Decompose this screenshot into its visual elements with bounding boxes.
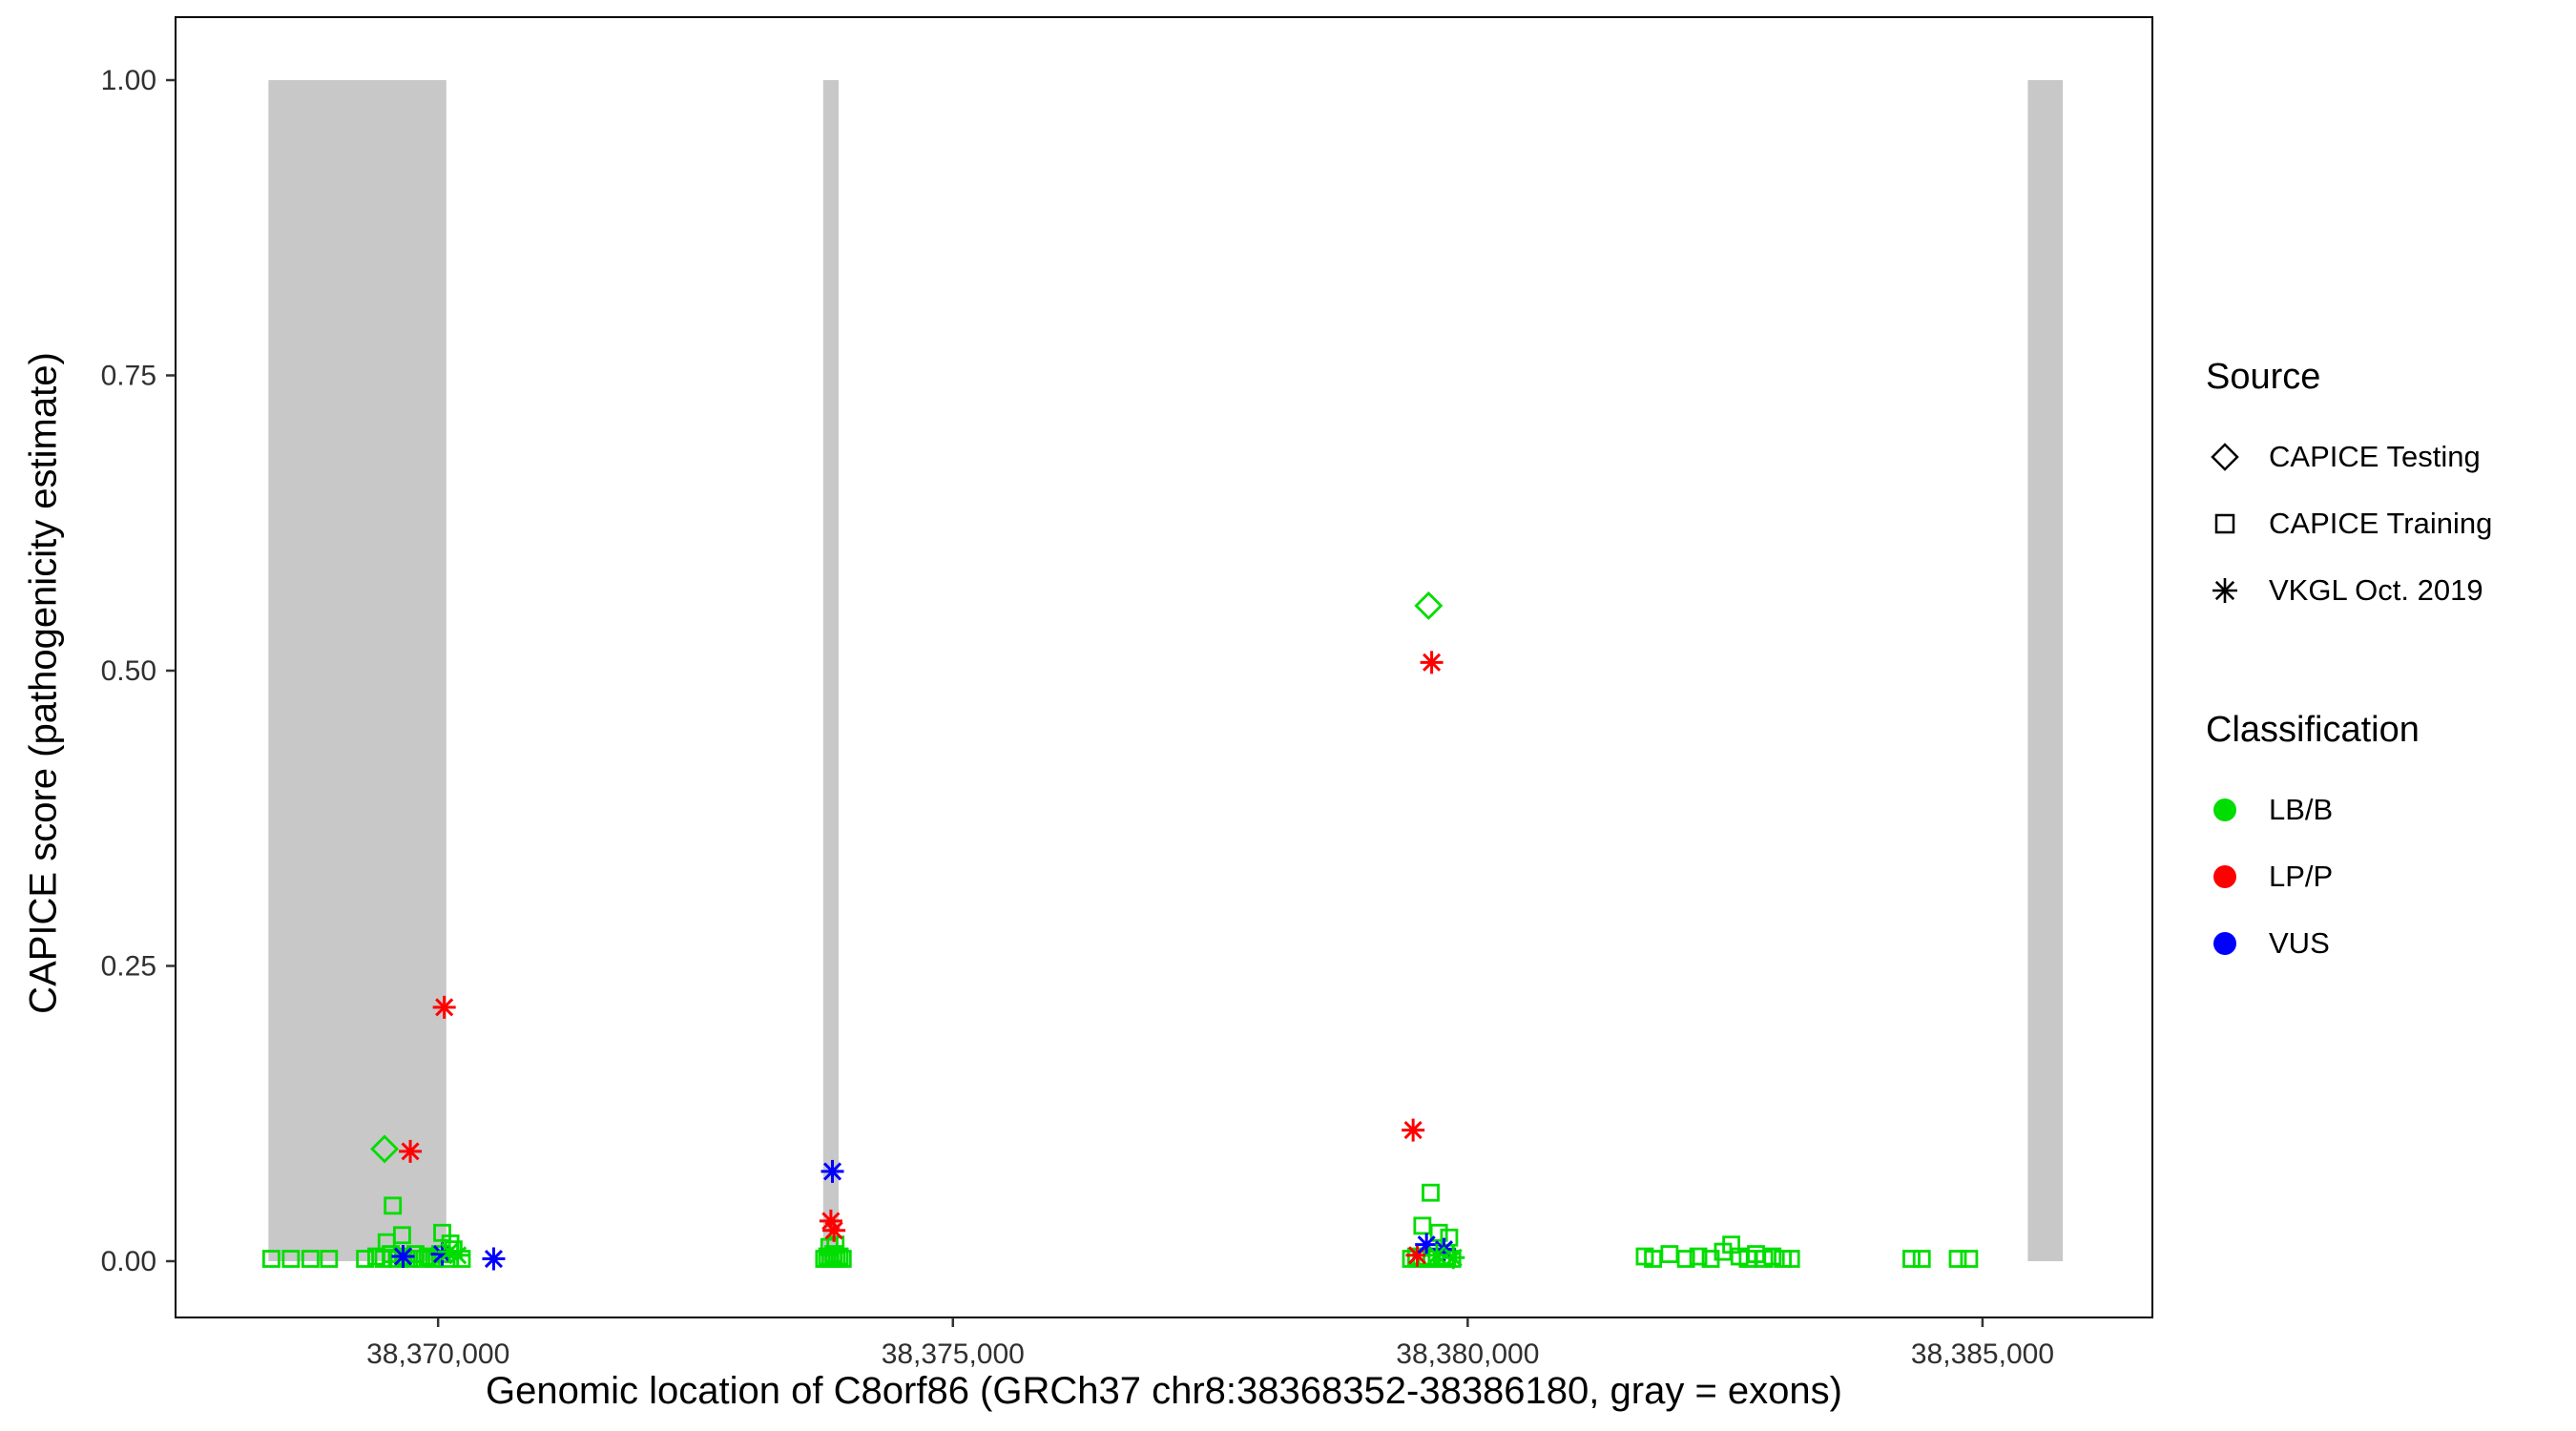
- data-point: [1689, 1247, 1708, 1266]
- legend-item-vus: VUS: [2206, 910, 2492, 977]
- data-point: [822, 1218, 846, 1242]
- legend-item-label: VKGL Oct. 2019: [2269, 573, 2483, 607]
- data-point: [482, 1247, 506, 1271]
- data-point: [1422, 1183, 1440, 1202]
- x-axis-title: Genomic location of C8orf86 (GRCh37 chr8…: [486, 1370, 1842, 1412]
- y-tick-label: 0.50: [101, 655, 156, 687]
- diamond-icon: [2206, 438, 2244, 476]
- y-tick-label: 0.00: [101, 1246, 156, 1277]
- data-point: [1405, 1243, 1429, 1267]
- legend-item-label: CAPICE Testing: [2269, 440, 2481, 473]
- data-point: [1948, 1250, 1967, 1268]
- red-dot-icon: [2213, 865, 2236, 888]
- data-point: [320, 1250, 339, 1268]
- x-tick-label: 38,370,000: [366, 1338, 509, 1370]
- y-tick-label: 0.75: [101, 361, 156, 392]
- exon-region: [822, 80, 839, 1261]
- legend-classification-title: Classification: [2206, 710, 2420, 750]
- points-layer: [261, 591, 1979, 1271]
- legend-item-label: VUS: [2269, 926, 2330, 960]
- data-point: [824, 1245, 842, 1263]
- data-point: [384, 1196, 403, 1215]
- data-point: [821, 1159, 844, 1183]
- plot-panel: [176, 17, 2152, 1317]
- data-point: [399, 1139, 423, 1163]
- data-point: [261, 1250, 280, 1268]
- asterisk-icon: [2206, 571, 2244, 610]
- data-point: [1676, 1250, 1695, 1268]
- legend-item-label: LP/P: [2269, 860, 2334, 893]
- x-tick-label: 38,380,000: [1396, 1338, 1539, 1370]
- data-point: [1402, 1118, 1425, 1142]
- data-point: [1902, 1250, 1921, 1268]
- data-point: [1912, 1250, 1931, 1268]
- y-tick-label: 1.00: [101, 65, 156, 96]
- data-point: [356, 1250, 374, 1268]
- legend-item-label: LB/B: [2269, 793, 2334, 826]
- data-point: [391, 1245, 415, 1269]
- legend-item-vkgl: VKGL Oct. 2019: [2206, 557, 2492, 624]
- legend: Source CAPICE Testing CAPICE Training: [2206, 355, 2492, 977]
- data-point: [281, 1250, 301, 1268]
- data-point: [412, 1250, 431, 1268]
- legend-item-capice-testing: CAPICE Testing: [2206, 424, 2492, 490]
- y-tick-label: 0.25: [101, 951, 156, 983]
- data-point: [830, 1247, 849, 1266]
- exon-region: [2027, 80, 2064, 1261]
- blue-dot-icon: [2213, 932, 2236, 955]
- legend-item-lbb: LB/B: [2206, 777, 2492, 843]
- square-icon: [2206, 505, 2244, 543]
- legend-item-label: CAPICE Training: [2269, 507, 2493, 540]
- legend-item-lpp: LP/P: [2206, 843, 2492, 910]
- data-point: [370, 1134, 400, 1164]
- exon-region: [268, 80, 447, 1261]
- data-point: [1763, 1247, 1782, 1266]
- data-point: [418, 1247, 437, 1266]
- green-dot-icon: [2213, 798, 2236, 821]
- data-point: [301, 1250, 320, 1268]
- x-tick-label: 38,375,000: [882, 1338, 1025, 1370]
- data-point: [1424, 1243, 1448, 1267]
- data-point: [393, 1226, 411, 1245]
- legend-spacer: [2206, 624, 2492, 708]
- data-point: [1429, 1223, 1448, 1242]
- legend-source-title: Source: [2206, 357, 2321, 397]
- data-point: [1420, 651, 1444, 674]
- data-point: [1414, 591, 1444, 620]
- panel-border: [175, 16, 2153, 1318]
- data-point: [1960, 1250, 1979, 1268]
- data-point: [1442, 1246, 1465, 1270]
- data-point: [432, 995, 456, 1019]
- x-tick-label: 38,385,000: [1911, 1338, 2054, 1370]
- data-point: [406, 1245, 425, 1263]
- data-point: [446, 1243, 469, 1267]
- data-point: [833, 1250, 852, 1268]
- data-point: [382, 1245, 400, 1263]
- legend-item-capice-training: CAPICE Training: [2206, 490, 2492, 557]
- y-axis-title: CAPICE score (pathogenicity estimate): [22, 352, 65, 1014]
- data-point: [1781, 1250, 1800, 1268]
